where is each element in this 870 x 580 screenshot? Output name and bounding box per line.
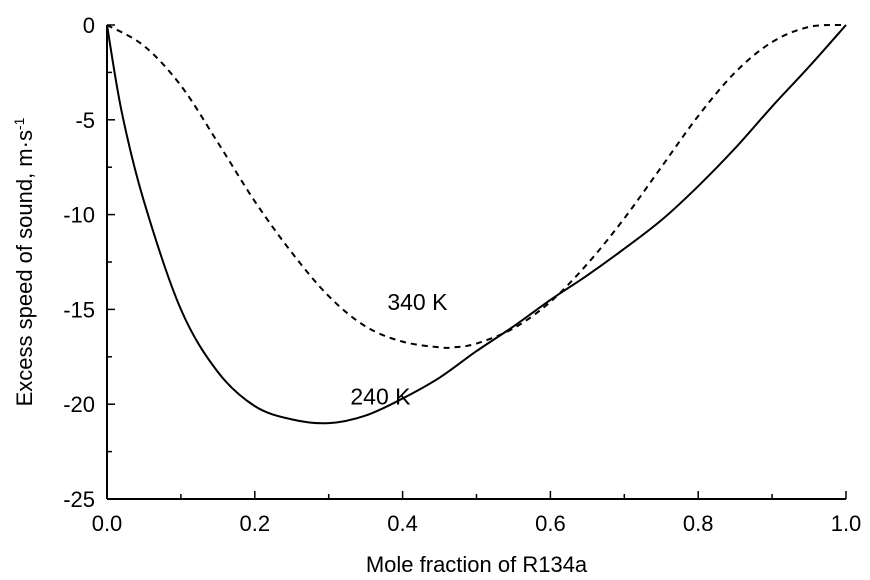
annotation-label-240k: 240 K xyxy=(350,384,411,410)
y-tick-label: -10 xyxy=(63,203,95,228)
y-tick-label: -15 xyxy=(63,297,95,322)
y-ticks: 0 -5 -10 -15 -20 -25 xyxy=(63,13,115,512)
series-line-340k xyxy=(106,23,847,349)
series-line-240k xyxy=(106,24,847,425)
x-tick-label: 0.6 xyxy=(535,511,566,536)
y-tick-label: -25 xyxy=(63,487,95,512)
annotation-label-340k: 340 K xyxy=(387,289,448,315)
y-axis-title: Excess speed of sound, m·s-1 xyxy=(11,117,37,406)
x-tick-label: 0.2 xyxy=(240,511,271,536)
y-tick-label: -20 xyxy=(63,392,95,417)
y-tick-label: -5 xyxy=(75,108,95,133)
axes-frame xyxy=(106,25,846,500)
y-axis-title-superscript: -1 xyxy=(11,117,27,130)
series-layer xyxy=(106,23,847,425)
annotations-layer: 340 K 240 K xyxy=(350,289,448,410)
x-tick-label: 1.0 xyxy=(831,511,862,536)
x-tick-label: 0.8 xyxy=(683,511,714,536)
y-axis-title-main: Excess speed of sound, m·s xyxy=(12,130,37,406)
y-tick-label: 0 xyxy=(83,13,95,38)
x-tick-label: 0.0 xyxy=(92,511,123,536)
x-ticks: 0.0 0.2 0.4 0.6 0.8 1.0 xyxy=(92,491,862,536)
x-tick-label: 0.4 xyxy=(387,511,418,536)
x-axis-title: Mole fraction of R134a xyxy=(366,552,588,577)
